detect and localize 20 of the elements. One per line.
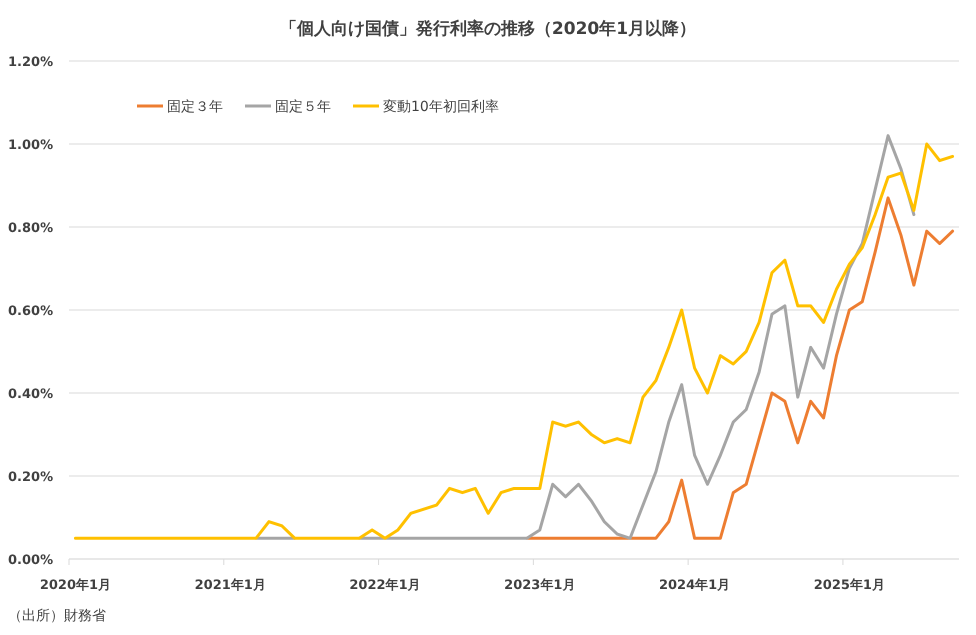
y-tick-label: 1.20% bbox=[8, 55, 54, 70]
x-tick-label: 2025年1月 bbox=[814, 578, 885, 593]
y-tick-label: 0.80% bbox=[8, 221, 54, 236]
legend-label: 変動10年初回利率 bbox=[383, 99, 499, 115]
legend-label: 固定３年 bbox=[167, 99, 223, 115]
chart-title: 「個人向け国債」発行利率の推移（2020年1月以降） bbox=[280, 19, 696, 39]
x-tick-label: 2020年1月 bbox=[40, 578, 112, 593]
legend-label: 固定５年 bbox=[275, 99, 331, 115]
y-tick-label: 0.60% bbox=[8, 304, 54, 319]
line-series bbox=[525, 196, 954, 540]
x-tick-label: 2024年1月 bbox=[658, 578, 730, 593]
x-tick-label: 2022年1月 bbox=[349, 578, 421, 593]
y-tick-label: 0.40% bbox=[8, 387, 54, 402]
line-series bbox=[74, 142, 954, 540]
x-tick-label: 2021年1月 bbox=[194, 578, 266, 593]
y-tick-label: 1.00% bbox=[8, 138, 54, 153]
text: （出所）財務省 bbox=[8, 608, 106, 624]
y-tick-label: 0.20% bbox=[8, 470, 54, 485]
x-tick-label: 2023年1月 bbox=[504, 578, 576, 593]
y-tick-label: 0.00% bbox=[8, 553, 54, 568]
